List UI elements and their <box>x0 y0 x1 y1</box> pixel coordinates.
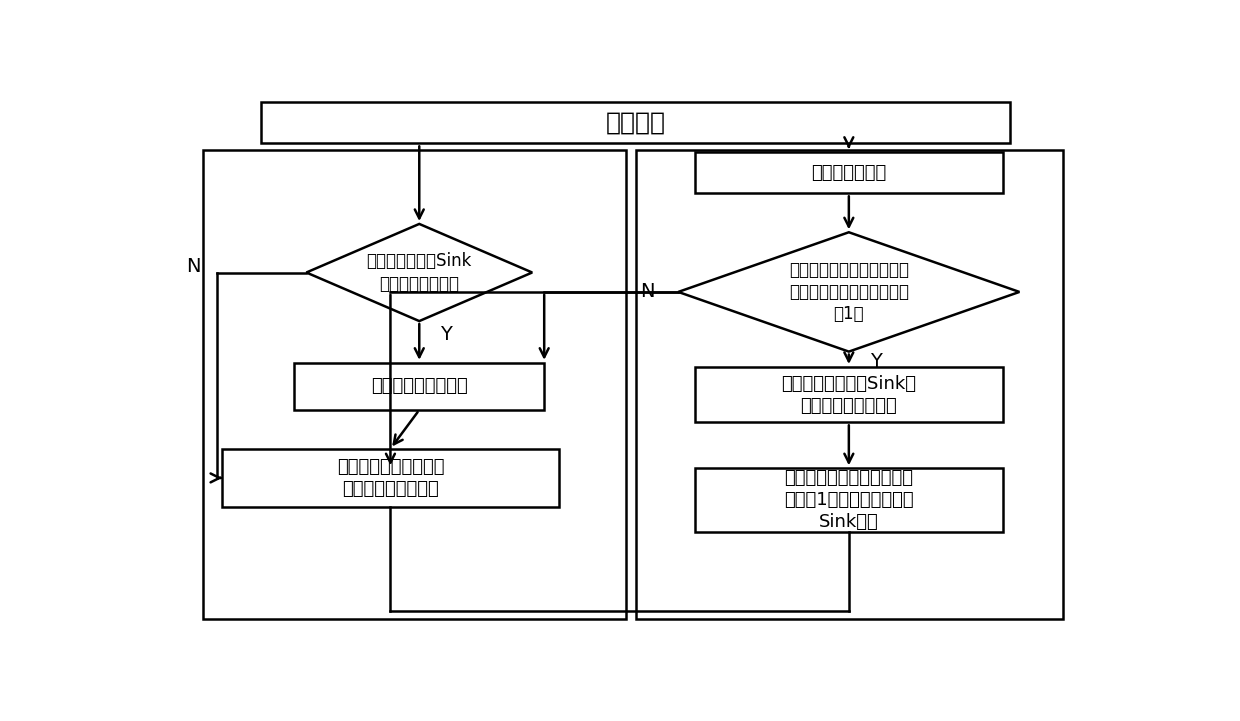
Text: N: N <box>186 257 200 276</box>
FancyBboxPatch shape <box>203 151 626 619</box>
Text: N: N <box>640 283 655 301</box>
Text: Y: Y <box>870 352 882 371</box>
FancyBboxPatch shape <box>260 102 1011 143</box>
Text: 通过父节点发送数据: 通过父节点发送数据 <box>371 377 467 395</box>
FancyBboxPatch shape <box>635 151 1063 619</box>
FancyBboxPatch shape <box>696 151 1003 193</box>
FancyBboxPatch shape <box>696 468 1003 532</box>
Text: 将自身信息发送给Sink节
点，转发信息查询包: 将自身信息发送给Sink节 点，转发信息查询包 <box>781 374 916 415</box>
Text: 判断接收数据包的跳数是否
小于数据传输跳数的最大值
减1跳: 判断接收数据包的跳数是否 小于数据传输跳数的最大值 减1跳 <box>789 261 909 323</box>
Text: 将自身和数据传输跳数的最
大值加1跳节点信息发送给
Sink节点: 将自身和数据传输跳数的最 大值加1跳节点信息发送给 Sink节点 <box>784 469 914 531</box>
Text: 网络启动: 网络启动 <box>605 110 666 135</box>
Polygon shape <box>678 232 1019 352</box>
Text: Y: Y <box>440 325 453 345</box>
FancyBboxPatch shape <box>696 367 1003 423</box>
Text: 判断是否在当前Sink
的数据通信范围内: 判断是否在当前Sink 的数据通信范围内 <box>367 252 472 293</box>
FancyBboxPatch shape <box>294 363 544 410</box>
FancyBboxPatch shape <box>222 448 558 507</box>
Text: 接收信息查询包: 接收信息查询包 <box>811 164 887 182</box>
Polygon shape <box>306 224 532 321</box>
Text: 进入休眠状态，将感知
数据存储到存储器中: 进入休眠状态，将感知 数据存储到存储器中 <box>337 458 444 498</box>
